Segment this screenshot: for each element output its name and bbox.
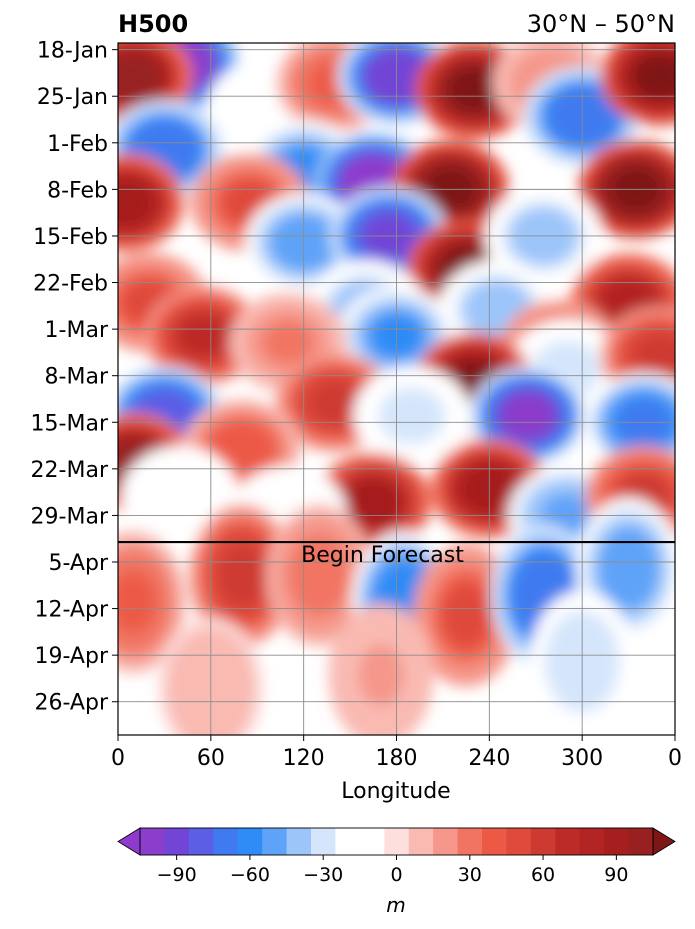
y-tick-label: 25-Jan [37,85,108,110]
chart-region-label: 30°N – 50°N [527,10,675,38]
y-tick-label: 18-Jan [37,39,108,64]
x-tick-label: 60 [197,746,225,771]
x-tick-label: 0 [111,746,125,771]
anomaly-cell [118,571,157,633]
colorbar-tick-label: 90 [604,864,628,886]
y-tick-label: 1-Feb [47,132,108,157]
anomaly-cell [118,181,152,225]
colorbar [117,827,676,856]
colorbar-segment [555,828,581,855]
x-tick-label: 240 [468,746,510,771]
colorbar-label: m [386,893,405,917]
colorbar-segment [237,828,263,855]
y-tick-label: 22-Mar [31,458,109,483]
anomaly-cell [605,537,652,600]
y-tick-label: 1-Mar [45,318,109,343]
anomaly-cell [296,544,342,607]
colorbar-segment [213,828,239,855]
anomaly-cell [358,644,404,706]
y-tick-label: 26-Apr [34,691,108,716]
y-tick-label: 12-Apr [34,598,108,623]
x-axis: 0 60 120 180 240 300 0 [111,735,682,771]
anomaly-cell [634,334,675,378]
colorbar-segment [335,828,361,855]
y-tick-label: 5-Apr [48,551,108,576]
colorbar-segment [286,828,312,855]
colorbar-segment [359,828,385,855]
colorbar-tick-label: 60 [531,864,555,886]
anomaly-cell [502,394,554,437]
colorbar-segment [604,828,629,855]
colorbar-segment [384,828,410,855]
x-tick-label: 0 [668,746,682,771]
colorbar-tick-label: −60 [230,864,270,886]
colorbar-segment [408,828,434,855]
anomaly-cell [177,314,229,358]
plot-area: Begin Forecast [117,42,676,736]
y-tick-label: 19-Apr [34,644,108,669]
x-tick-label: 300 [561,746,603,771]
anomaly-cell [219,544,265,607]
x-tick-label: 120 [283,746,325,771]
anomaly-cell [386,394,438,437]
y-tick-label: 15-Feb [33,225,108,250]
colorbar-tick-label: 0 [390,864,402,886]
anomaly-cell [347,480,399,524]
anomaly-cell [118,54,159,98]
y-tick-label: 29-Mar [31,504,109,529]
colorbar-segment [506,828,532,855]
colorbar-segment [628,828,654,855]
colorbar-axis: −90 −60 −30 0 30 60 90 [157,855,628,886]
colorbar-segment [262,828,287,855]
colorbar-segment [579,828,605,855]
colorbar-segment [311,828,336,855]
anomaly-cell [471,287,523,331]
colorbar-segment [433,828,458,855]
colorbar-segment [457,828,483,855]
anomaly-cell [239,88,291,131]
x-tick-label: 180 [376,746,418,771]
forecast-annotation: Begin Forecast [301,543,464,568]
y-tick-label: 8-Mar [45,365,109,390]
anomaly-cell [262,321,314,364]
anomaly-cell [448,68,500,111]
colorbar-segment [140,828,165,855]
colorbar-extend-max [652,827,676,856]
y-tick-label: 8-Feb [47,178,108,203]
chart-title: H500 [118,10,188,38]
y-tick-label: 15-Mar [31,411,109,436]
anomaly-cell [154,474,206,517]
y-axis: 18-Jan 25-Jan 1-Feb 8-Feb 15-Feb 22-Feb 1-Mar 8… [31,39,118,716]
anomaly-cell [443,584,489,646]
gridlines [117,43,676,735]
y-tick-label: 22-Feb [33,272,108,297]
colorbar-segment [530,828,556,855]
colorbar-tick-label: −30 [303,864,343,886]
colorbar-tick-label: 30 [458,864,482,886]
x-axis-label: Longitude [341,779,450,804]
colorbar-segment [164,828,190,855]
colorbar-extend-min [117,827,141,856]
anomaly-cell [309,380,361,424]
colorbar-segment [188,828,214,855]
colorbar-tick-label: −90 [157,864,197,886]
anomaly-cell [216,427,268,471]
colorbar-segment [482,828,507,855]
anomaly-cell [634,54,675,98]
